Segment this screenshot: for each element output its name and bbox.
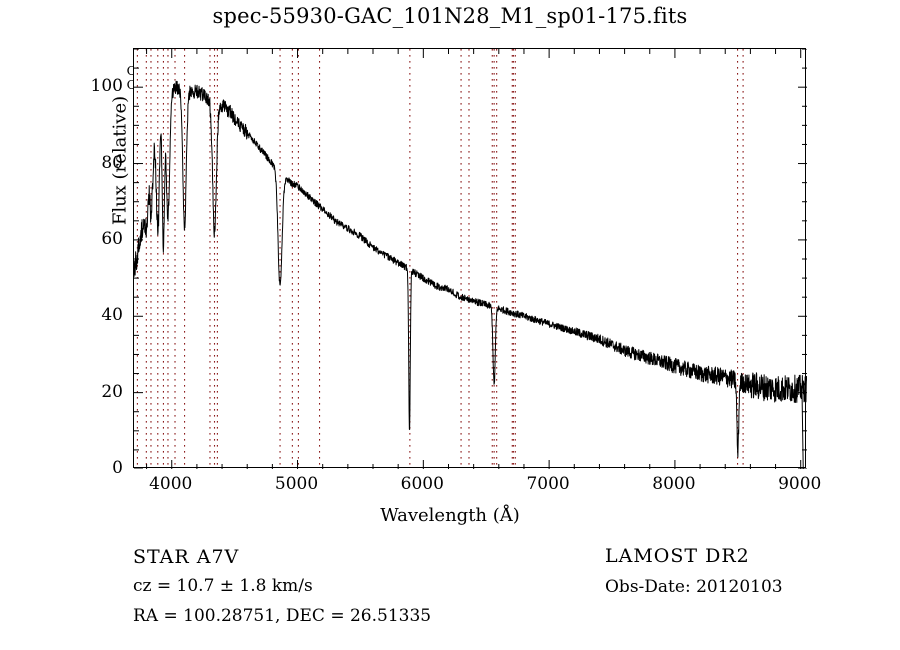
page-title: spec-55930-GAC_101N28_M1_sp01-175.fits: [212, 4, 688, 28]
coordinates: RA = 100.28751, DEC = 26.51335: [133, 606, 432, 626]
cz-value: cz = 10.7 ± 1.8 km/s: [133, 576, 313, 596]
x-tick-label: 7000: [526, 474, 570, 494]
obs-date: Obs-Date: 20120103: [605, 577, 783, 597]
survey-name: LAMOST DR2: [605, 545, 750, 567]
x-tick-label: 8000: [652, 474, 696, 494]
spectrum-plot: [133, 48, 807, 469]
x-tick-label: 9000: [778, 474, 822, 494]
y-tick-label: 20: [101, 381, 123, 402]
y-tick-label: 40: [101, 305, 123, 326]
spectrum-trace: [134, 80, 807, 469]
y-tick-label: 0: [112, 458, 123, 478]
axis-ticks-group: [134, 49, 807, 469]
x-tick-label: 4000: [149, 474, 193, 494]
x-tick-label: 5000: [274, 474, 319, 494]
spectrum-svg: [134, 49, 807, 469]
y-tick-label: 80: [101, 152, 123, 173]
x-axis-label: Wavelength (Å): [380, 505, 520, 526]
y-tick-label: 100: [90, 76, 123, 97]
star-type: STAR A7V: [133, 546, 240, 568]
x-tick-label: 6000: [400, 474, 444, 494]
y-tick-label: 60: [101, 228, 123, 249]
